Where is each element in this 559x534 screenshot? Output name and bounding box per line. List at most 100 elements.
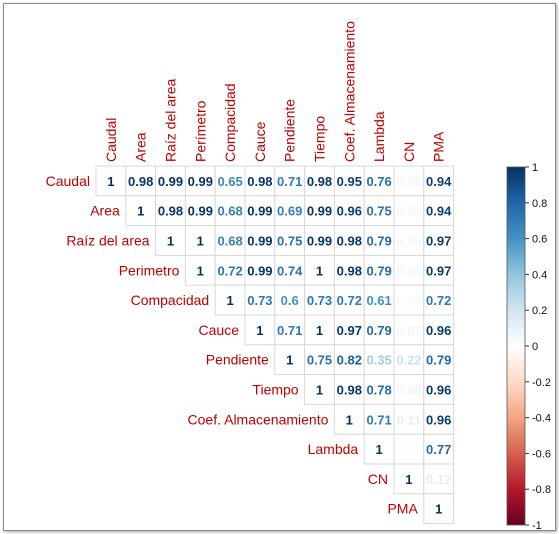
cell-value: 0.96 <box>426 323 451 338</box>
matrix-cell <box>363 374 395 405</box>
cell-value: 0.99 <box>307 204 332 219</box>
matrix-cell <box>333 195 365 227</box>
cell-value: 0.98 <box>307 174 332 189</box>
matrix-cell <box>423 403 455 435</box>
row-label: Pendiente <box>206 352 269 368</box>
cell-value: 0.79 <box>366 234 391 249</box>
cell-value: 0.08 <box>396 383 421 398</box>
matrix-cell <box>423 284 455 316</box>
cell-value: 0.73 <box>307 293 332 308</box>
row-label: Compacidad <box>131 292 210 308</box>
row-label: PMA <box>387 501 418 517</box>
cell-value: 0.79 <box>366 263 391 278</box>
cell-value: 0.99 <box>247 263 272 278</box>
column-label: Lambda <box>371 111 387 162</box>
matrix-cell <box>304 165 335 197</box>
matrix-cell <box>423 225 455 256</box>
matrix-cell <box>423 493 455 525</box>
cell-value: 1 <box>197 263 204 278</box>
matrix-cell <box>274 254 306 286</box>
matrix-cell <box>363 195 395 227</box>
matrix-cell <box>393 195 425 227</box>
cell-value: 0.97 <box>337 323 362 338</box>
cell-value: 1 <box>226 293 233 308</box>
cell-value: 0.68 <box>217 204 242 219</box>
column-label: Coef. Almacenamiento <box>341 21 357 162</box>
cell-value: 1 <box>316 383 323 398</box>
cell-value: 0.72 <box>217 263 242 278</box>
cell-value: 0.98 <box>337 383 362 398</box>
colorbar <box>506 166 526 526</box>
cell-value: 1 <box>197 234 204 249</box>
matrix-cell <box>363 284 395 316</box>
matrix-cell <box>244 165 276 197</box>
cell-value: 1 <box>316 323 323 338</box>
column-label: Cauce <box>252 121 268 162</box>
cell-value: 0.96 <box>337 204 362 219</box>
matrix-cell <box>393 374 425 405</box>
colorbar-tick-label: -0.4 <box>532 413 551 425</box>
colorbar-tick-label: 0.4 <box>532 269 547 281</box>
cell-value: 0.75 <box>277 234 302 249</box>
cell-value: 0.75 <box>366 204 391 219</box>
cell-value: 0.06 <box>396 263 421 278</box>
matrix-cell <box>393 284 425 316</box>
correlation-plot: 1 0.98 0.99 0.99 0.65 0.98 0.71 0.98 0.95 0.76 0.0… <box>46 21 551 530</box>
colorbar-tick-label: -0.6 <box>532 448 551 460</box>
matrix-cell <box>244 314 276 346</box>
cell-value: 0.22 <box>396 353 421 368</box>
column-label: Raíz del area <box>163 79 179 162</box>
cell-value: 0.99 <box>247 204 272 219</box>
matrix-cell <box>423 254 455 286</box>
cell-value: 0.94 <box>426 204 452 219</box>
column-label: Perímetro <box>192 100 208 162</box>
cell-value: 0.72 <box>337 293 362 308</box>
cell-value: 0.71 <box>366 412 391 427</box>
cell-value: 1 <box>107 174 114 189</box>
cell-value: 0.35 <box>366 353 391 368</box>
colorbar-tick-label: 0 <box>532 341 538 353</box>
cell-value: 0.97 <box>426 263 451 278</box>
cell-value: 0.99 <box>158 174 183 189</box>
cell-value: 0.68 <box>217 234 242 249</box>
matrix-cell <box>363 433 395 465</box>
cell-value: 1 <box>286 353 293 368</box>
cell-value: 0.06 <box>396 234 421 249</box>
matrix-cell <box>393 433 425 465</box>
column-label: Tiempo <box>312 116 328 162</box>
matrix-cell <box>423 433 455 465</box>
matrix-cell <box>304 344 335 376</box>
cell-value: 0.12 <box>426 472 451 487</box>
matrix-cell <box>333 284 365 316</box>
cell-value: 0.04 <box>396 293 422 308</box>
cell-value: 0.97 <box>426 234 451 249</box>
cell-value: 0.94 <box>426 174 452 189</box>
cell-value: 0.82 <box>337 353 362 368</box>
cell-value: 0.07 <box>396 323 421 338</box>
colorbar-tick-label: -0.2 <box>532 377 551 389</box>
cell-value: 0.06 <box>396 204 421 219</box>
cell-value: 1 <box>375 442 382 457</box>
matrix-cell <box>304 374 335 405</box>
matrix-cell <box>244 225 276 256</box>
matrix-cell <box>393 463 425 495</box>
matrix-cell <box>304 314 335 346</box>
cell-value: 0.99 <box>247 234 272 249</box>
cell-value: 0.99 <box>188 204 213 219</box>
matrix-cell <box>244 254 276 286</box>
cell-value: 1 <box>346 412 353 427</box>
row-label: Raíz del area <box>66 233 149 249</box>
matrix-cell <box>363 314 395 346</box>
matrix-cell <box>423 165 455 197</box>
cell-value: 0.98 <box>128 174 153 189</box>
colorbar-tick-label: -1 <box>532 520 542 530</box>
matrix-cell <box>363 344 395 376</box>
colorbar-tick-label: 0.6 <box>532 234 547 246</box>
colorbar-tick-label: -0.8 <box>532 484 551 496</box>
matrix-cell <box>274 284 306 316</box>
matrix-cell <box>304 284 335 316</box>
matrix-cell <box>304 225 335 256</box>
matrix-cell <box>333 403 365 435</box>
matrix-cell <box>333 314 365 346</box>
cell-value: 0.65 <box>217 174 242 189</box>
